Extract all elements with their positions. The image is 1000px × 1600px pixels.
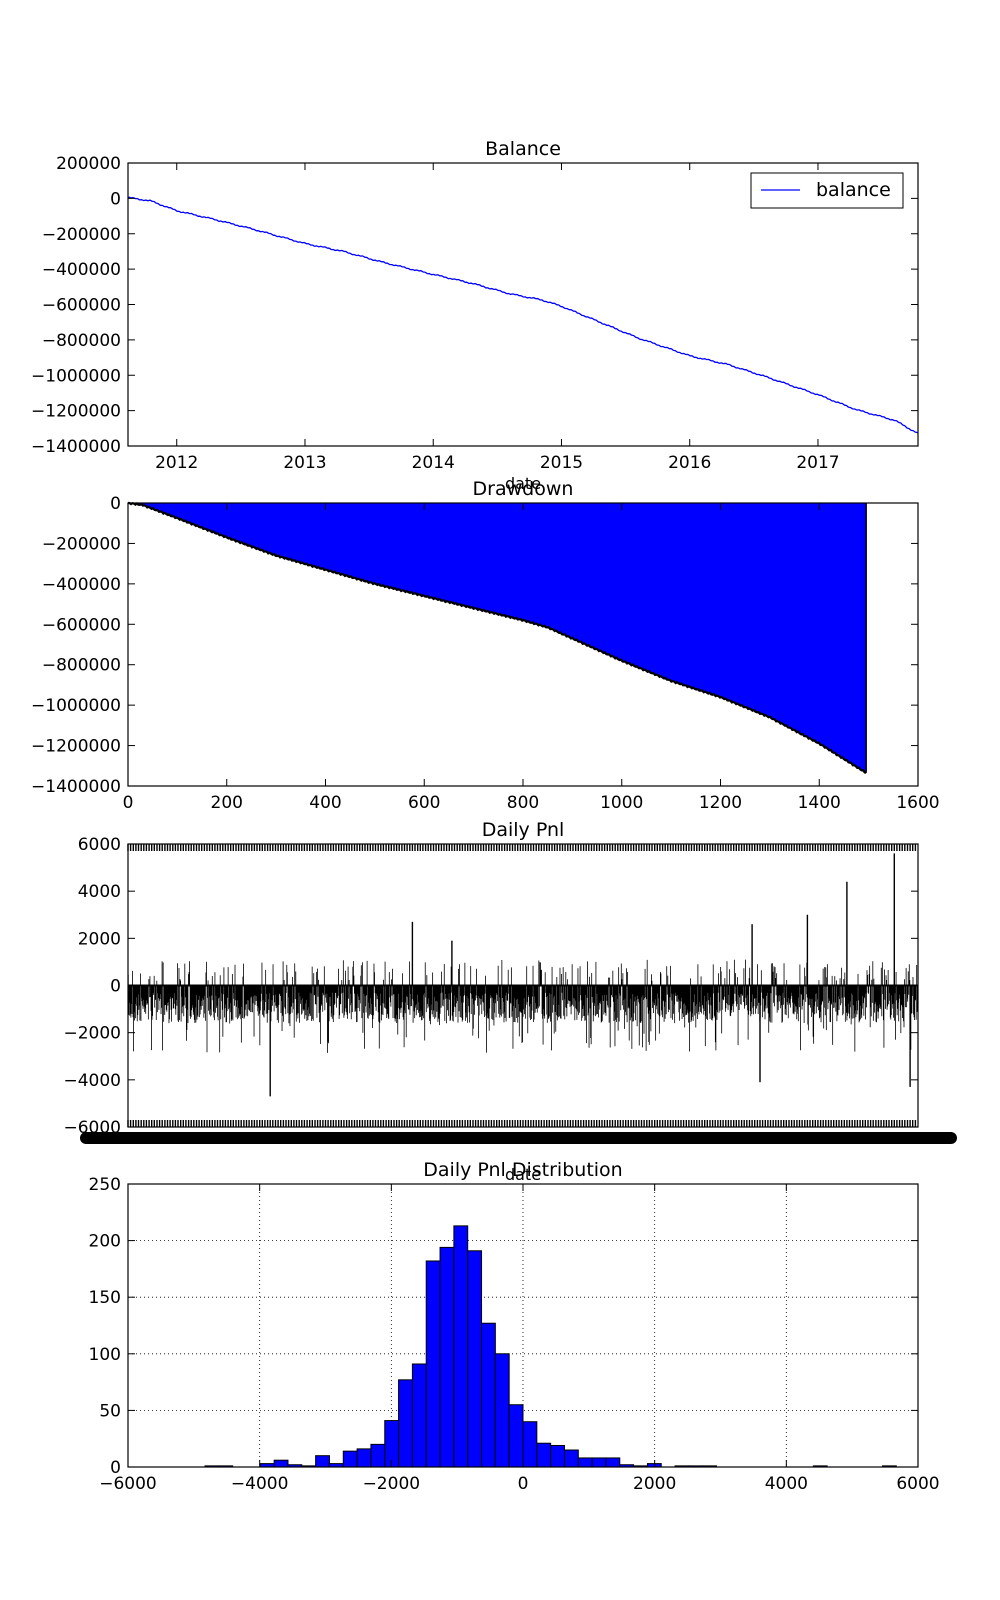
histogram-bar [563,1449,579,1468]
balance-line [127,196,919,434]
x-axis-label: date [505,474,541,493]
y-tick-label: −1400000 [31,437,121,457]
x-tick-label: 0 [518,1474,529,1494]
histogram-bar [398,1379,413,1468]
x-tick-label: 4000 [765,1474,808,1494]
y-tick-label: −4000 [63,1071,121,1091]
y-tick-label: −1200000 [31,402,121,422]
y-tick-label: −600000 [42,296,121,316]
x-tick-label: −4000 [231,1474,289,1494]
histogram-bar [577,1457,593,1468]
y-tick-label: 0 [110,977,121,997]
histogram-bar [467,1250,483,1468]
y-tick-label: 4000 [78,882,121,902]
chart-title: Balance [485,138,561,160]
histogram-bar [315,1455,330,1468]
x-tick-label: 400 [309,793,341,813]
y-tick-label: 0 [110,189,121,209]
x-tick-label: 1000 [600,793,643,813]
x-tick-label: 2016 [668,453,711,473]
x-tick-label: 6000 [896,1474,939,1494]
y-tick-label: 2000 [78,929,121,949]
histogram-bar [605,1457,621,1468]
x-tick-label: 2013 [283,453,326,473]
x-tick-label: 2015 [540,453,583,473]
histogram-bar [453,1225,469,1468]
y-tick-label: 100 [89,1345,121,1365]
histogram-bar [508,1404,524,1468]
x-tick-label: 2014 [412,453,455,473]
x-tick-label: 2017 [796,453,839,473]
histogram-bar [536,1442,552,1468]
y-tick-label: −2000 [63,1024,121,1044]
y-tick-label: 0 [110,1458,121,1478]
chart-title: Daily Pnl [482,819,565,841]
x-axis-label: date [505,1165,541,1184]
y-tick-label: −1000000 [31,366,121,386]
x-tick-label: 1200 [699,793,742,813]
daily-pnl-bars [127,959,919,1053]
dense-x-ticks [127,844,917,1127]
x-tick-label: 1400 [798,793,841,813]
y-tick-label: −200000 [42,534,121,554]
histogram-bar [522,1421,538,1468]
x-tick-label: 200 [211,793,243,813]
histogram-bar [494,1353,510,1468]
y-tick-label: 200 [89,1232,121,1252]
y-tick-label: −200000 [42,225,121,245]
chart-title: Drawdown [473,478,574,500]
drawdown-area [128,503,867,773]
histogram-bar [439,1246,455,1468]
y-tick-label: 250 [89,1175,121,1195]
y-tick-label: 50 [99,1401,121,1421]
y-tick-label: −6000 [63,1118,121,1138]
histogram-bar [356,1448,372,1468]
y-tick-label: −400000 [42,260,121,280]
y-tick-label: −1200000 [31,737,121,757]
y-tick-label: 0 [110,494,121,514]
histogram-bar [550,1444,565,1468]
x-tick-label: −6000 [99,1474,157,1494]
y-tick-label: 150 [89,1288,121,1308]
histogram-bar [273,1459,289,1468]
x-tick-label: 2012 [155,453,198,473]
histogram-bar [370,1443,386,1468]
y-tick-label: −1400000 [31,777,121,797]
x-tick-label: −2000 [363,1474,421,1494]
x-tick-label: 800 [507,793,539,813]
x-tick-label: 600 [408,793,440,813]
histogram-bar [342,1450,358,1468]
y-tick-label: −400000 [42,575,121,595]
chart-title: Daily Pnl Distribution [423,1159,622,1181]
y-tick-label: −800000 [42,331,121,351]
y-tick-label: −800000 [42,656,121,676]
y-tick-label: −600000 [42,615,121,635]
x-tick-label: 0 [123,793,134,813]
histogram-bar [591,1457,607,1468]
legend-label: balance [816,179,891,201]
histogram-bar [481,1322,496,1468]
histogram-bar [425,1260,441,1468]
x-tick-label: 2000 [633,1474,676,1494]
y-tick-label: 200000 [56,154,121,174]
x-tick-label: 1600 [896,793,939,813]
drawdown-line [128,501,867,774]
histogram-bar [411,1363,427,1468]
y-tick-label: −1000000 [31,696,121,716]
y-tick-label: 6000 [78,835,121,855]
overlapping-date-labels [80,1132,957,1144]
